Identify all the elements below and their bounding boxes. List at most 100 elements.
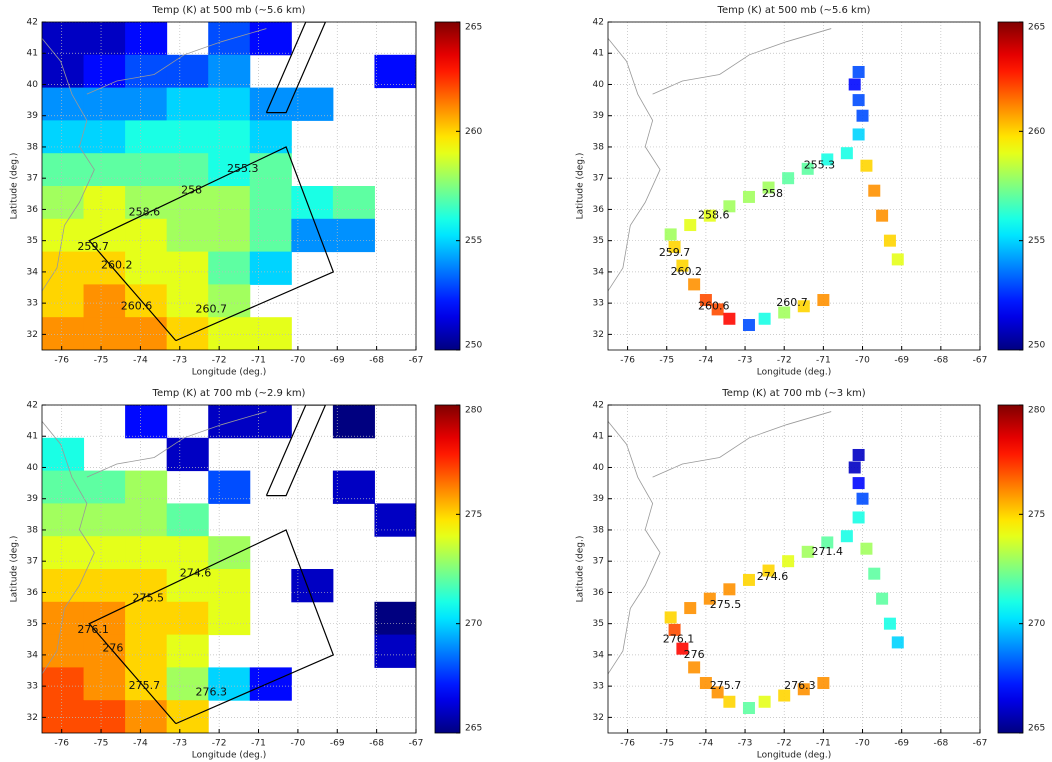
x-tick-label: -68 — [369, 356, 384, 366]
heat-cell — [208, 317, 251, 350]
x-tick-label: -74 — [699, 356, 714, 366]
annotation: 259.7 — [77, 240, 109, 253]
heat-cell — [42, 317, 85, 350]
x-tick-label: -75 — [659, 739, 674, 749]
heat-cell — [249, 317, 292, 350]
heat-cell — [83, 186, 126, 220]
heat-cell — [208, 186, 251, 220]
x-tick-label: -72 — [777, 739, 792, 749]
x-tick-label: -70 — [291, 356, 306, 366]
swath-pixel — [699, 677, 712, 690]
swath-pixel — [723, 200, 736, 213]
y-tick-label: 33 — [27, 682, 38, 692]
swath-pixel — [782, 555, 795, 568]
heat-cell — [42, 470, 85, 504]
heat-cell — [83, 284, 126, 318]
x-tick-label: -73 — [738, 739, 753, 749]
x-tick-label: -69 — [330, 739, 345, 749]
heat-cell — [83, 634, 126, 668]
plot-background — [608, 405, 980, 733]
x-tick-label: -71 — [251, 739, 266, 749]
swath-pixel — [742, 190, 755, 203]
annotation: 276.3 — [784, 679, 816, 692]
y-axis-label: Latitude (deg.) — [576, 536, 586, 603]
heat-cell — [249, 405, 292, 439]
x-tick-label: -68 — [369, 739, 384, 749]
swath-pixel — [840, 530, 853, 543]
y-tick-label: 35 — [593, 619, 604, 629]
colorbar-tick-label: 255 — [465, 236, 482, 246]
y-tick-label: 33 — [27, 299, 38, 309]
swath-pixel — [668, 240, 681, 253]
swath-pixel — [801, 545, 814, 558]
heat-cell — [208, 601, 251, 636]
heat-cell — [125, 470, 168, 504]
swath-pixel — [852, 511, 865, 524]
swath-pixel — [868, 567, 881, 580]
heat-cell — [374, 503, 416, 537]
x-tick-label: -70 — [855, 356, 870, 366]
plot-area — [608, 22, 980, 350]
x-tick-label: -71 — [251, 356, 266, 366]
x-tick-label: -72 — [212, 739, 227, 749]
y-tick-label: 36 — [27, 588, 39, 598]
heat-cell — [208, 667, 251, 701]
heat-cell — [83, 218, 126, 253]
annotation: 260.7 — [776, 296, 808, 309]
heat-cell — [42, 22, 85, 56]
colorbar-tick-label: 260 — [1028, 127, 1045, 137]
y-tick-label: 42 — [593, 401, 604, 411]
heat-cell — [374, 634, 416, 668]
heat-cell — [42, 120, 85, 154]
heat-cell — [42, 54, 85, 89]
swath-pixel — [664, 611, 677, 624]
x-tick-label: -75 — [659, 356, 674, 366]
x-tick-label: -67 — [973, 739, 988, 749]
colorbar-tick-label: 260 — [465, 127, 482, 137]
swath-pixel — [848, 461, 861, 474]
swath-pixel — [723, 695, 736, 708]
heat-cell — [166, 700, 209, 733]
heat-cell — [166, 667, 209, 701]
swath-pixel — [848, 78, 861, 91]
swath-pixel — [664, 228, 677, 241]
colorbar — [997, 21, 1024, 351]
x-tick-label: -71 — [816, 739, 831, 749]
swath-pixel — [703, 209, 716, 222]
swath-pixel — [699, 294, 712, 307]
swath-pixel — [688, 278, 701, 291]
x-tick-label: -69 — [330, 356, 345, 366]
swath-pixel — [676, 259, 689, 272]
heat-cell — [125, 503, 168, 537]
plot-frame — [41, 21, 417, 351]
heat-cell — [332, 218, 375, 253]
coastline — [652, 28, 832, 95]
swath-pixel — [821, 153, 834, 166]
heat-cell — [83, 87, 126, 121]
heat-cell — [166, 601, 209, 636]
coastline — [608, 38, 661, 292]
x-axis-label: Longitude (deg.) — [192, 751, 266, 761]
swath-pixel — [876, 209, 889, 222]
x-tick-label: -67 — [973, 356, 988, 366]
heat-cell — [83, 153, 126, 187]
annotation: 275.5 — [710, 598, 742, 611]
coastline — [42, 421, 95, 675]
annotation: 275.7 — [710, 679, 742, 692]
x-tick-label: -76 — [54, 739, 69, 749]
swath-pixel — [868, 184, 881, 197]
heat-cell — [42, 700, 85, 733]
heat-cell — [42, 536, 85, 570]
annotation: 276.1 — [77, 623, 109, 636]
swath-pixel — [778, 689, 791, 702]
annotation: 260.7 — [196, 302, 228, 315]
y-tick-label: 41 — [27, 49, 38, 59]
x-tick-label: -72 — [777, 356, 792, 366]
plot-area — [608, 405, 980, 733]
x-tick-label: -74 — [133, 356, 148, 366]
flight-track — [265, 405, 327, 497]
y-tick-label: 38 — [27, 142, 39, 152]
heat-cell — [125, 317, 168, 350]
heat-cell — [125, 536, 168, 570]
heat-cell — [83, 569, 126, 603]
